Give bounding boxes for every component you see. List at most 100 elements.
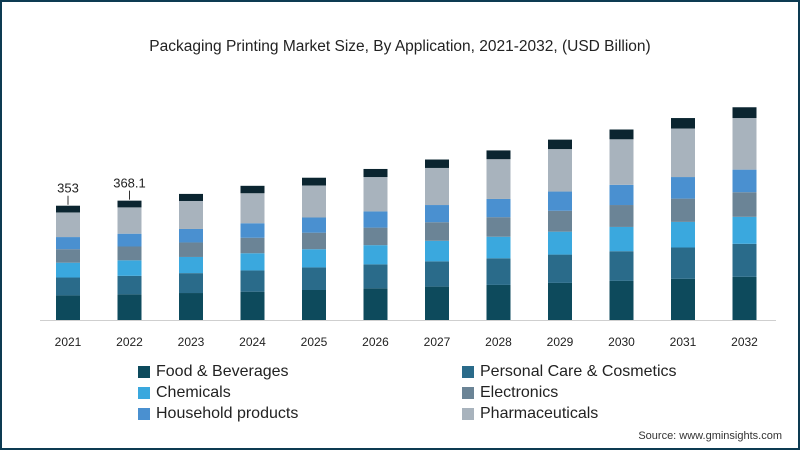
bar-segment-2029-s1: [548, 254, 572, 283]
bar-segment-2026-s1: [363, 264, 388, 289]
bar-segment-2032-s0: [732, 276, 757, 320]
bar-segment-2021-s2: [56, 262, 80, 278]
legend-swatch-5: [462, 408, 474, 420]
bar-segment-2024-s0: [240, 291, 265, 320]
x-tick-label-2025: 2025: [301, 335, 328, 349]
legend-label-5: Pharmaceuticals: [480, 405, 599, 422]
bar-segment-2026-s0: [363, 288, 388, 320]
bar-segment-2026-s6: [363, 168, 388, 178]
bar-segment-2021-s1: [56, 277, 80, 296]
bar-segment-2030-s4: [609, 184, 634, 206]
x-tick-label-2022: 2022: [116, 335, 143, 349]
bar-segment-2025-s6: [302, 177, 326, 186]
bar-segment-2024-s1: [240, 270, 265, 292]
bar-segment-2026-s2: [363, 245, 388, 265]
bar-segment-2025-s4: [302, 217, 326, 233]
data-label-2021: 353: [57, 181, 79, 196]
x-tick-label-2031: 2031: [670, 335, 697, 349]
bar-segment-2031-s6: [671, 118, 695, 129]
bar-segment-2021-s4: [56, 237, 80, 250]
bar-segment-2032-s3: [732, 192, 757, 217]
bar-segment-2023-s5: [179, 200, 203, 229]
bar-segment-2032-s4: [732, 169, 757, 193]
legend-swatch-3: [462, 387, 474, 399]
bar-segment-2031-s2: [671, 221, 695, 248]
bar-segment-2030-s0: [609, 280, 634, 320]
bar-segment-2024-s3: [240, 237, 265, 254]
legend-swatch-4: [138, 408, 150, 420]
bar-segment-2029-s0: [548, 282, 572, 320]
x-tick-label-2032: 2032: [731, 335, 758, 349]
bar-segment-2029-s6: [548, 139, 572, 150]
bar-segment-2022-s1: [117, 275, 142, 295]
bar-segment-2029-s5: [548, 149, 572, 192]
legend-item-4: Household products: [138, 404, 298, 424]
bar-segment-2022-s0: [117, 294, 142, 320]
bar-segment-2026-s3: [363, 227, 388, 246]
bar-segment-2022-s6: [117, 200, 142, 208]
bar-segment-2030-s6: [609, 129, 634, 140]
legend-swatch-1: [462, 366, 474, 378]
bar-segment-2027-s0: [425, 286, 449, 320]
x-tick-label-2026: 2026: [362, 335, 389, 349]
bar-segment-2027-s5: [425, 167, 449, 206]
bar-segment-2029-s2: [548, 231, 572, 255]
legend-label-3: Electronics: [480, 384, 559, 401]
bar-segment-2023-s4: [179, 228, 203, 243]
bar-segment-2024-s4: [240, 223, 265, 238]
bar-segment-2025-s0: [302, 289, 326, 320]
bar-segment-2024-s5: [240, 193, 265, 224]
legend-item-5: Pharmaceuticals: [462, 404, 598, 424]
source-note: Source: www.gminsights.com: [638, 430, 782, 442]
bar-segment-2028-s5: [486, 159, 511, 199]
bar-segment-2023-s0: [179, 293, 203, 320]
data-label-2022: 368.1: [113, 176, 146, 191]
bar-segment-2026-s4: [363, 211, 388, 228]
x-tick-label-2030: 2030: [608, 335, 635, 349]
bar-segment-2031-s5: [671, 128, 695, 178]
x-tick-label-2024: 2024: [239, 335, 266, 349]
legend-item-3: Electronics: [462, 383, 558, 403]
x-tick-label-2028: 2028: [485, 335, 512, 349]
bar-segment-2027-s2: [425, 240, 449, 262]
bar-segment-2021-s0: [56, 295, 80, 320]
bar-segment-2028-s3: [486, 217, 511, 237]
bar-segment-2030-s5: [609, 139, 634, 185]
bar-segment-2030-s2: [609, 226, 634, 252]
bar-segment-2028-s0: [486, 284, 511, 320]
bar-segment-2025-s1: [302, 267, 326, 290]
bar-segment-2028-s2: [486, 236, 511, 259]
bar-segment-2030-s3: [609, 205, 634, 227]
chart-legend: Food & Beverages Personal Care & Cosmetic…: [2, 362, 798, 426]
x-tick-label-2021: 2021: [55, 335, 82, 349]
bar-segment-2029-s4: [548, 191, 572, 211]
stacked-bar-chart: 2021 353 2022 368.1 2023 2024 2025 2026 2027 2028…: [40, 107, 776, 349]
legend-label-1: Personal Care & Cosmetics: [480, 363, 677, 380]
bar-segment-2021-s5: [56, 212, 80, 238]
bar-segment-2032-s5: [732, 118, 757, 170]
x-tick-label-2023: 2023: [178, 335, 205, 349]
bar-segment-2027-s1: [425, 261, 449, 287]
legend-item-1: Personal Care & Cosmetics: [462, 362, 677, 382]
bar-segment-2028-s1: [486, 258, 511, 285]
bar-segment-2032-s6: [732, 107, 757, 119]
legend-item-0: Food & Beverages: [138, 362, 289, 382]
bar-segment-2030-s1: [609, 251, 634, 281]
bar-segment-2031-s1: [671, 247, 695, 279]
bar-segment-2026-s5: [363, 177, 388, 212]
bar-segment-2023-s2: [179, 256, 203, 274]
bar-segment-2028-s6: [486, 150, 511, 160]
bar-segment-2023-s1: [179, 273, 203, 294]
bar-segment-2027-s3: [425, 222, 449, 241]
bar-segment-2027-s4: [425, 205, 449, 223]
bar-segment-2024-s2: [240, 253, 265, 271]
bar-segment-2024-s6: [240, 185, 265, 194]
legend-label-0: Food & Beverages: [156, 363, 289, 380]
bar-segment-2031-s3: [671, 198, 695, 222]
x-tick-label-2027: 2027: [424, 335, 451, 349]
bar-segment-2021-s6: [56, 205, 80, 213]
bar-segment-2031-s0: [671, 278, 695, 320]
bar-segment-2021-s3: [56, 249, 80, 263]
legend-item-2: Chemicals: [138, 383, 231, 403]
bar-segment-2022-s4: [117, 233, 142, 247]
